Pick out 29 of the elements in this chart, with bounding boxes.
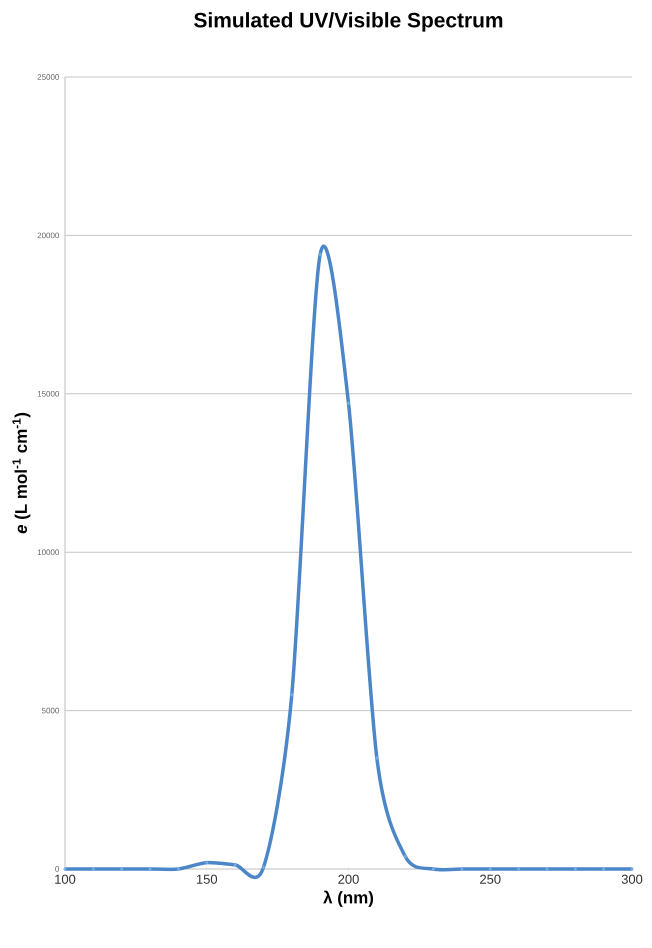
- point: [290, 692, 294, 697]
- point: [176, 866, 180, 872]
- point: [233, 862, 237, 868]
- x-tick-label: 200: [338, 874, 359, 884]
- point: [375, 756, 379, 760]
- point: [92, 866, 96, 872]
- point: [574, 866, 577, 872]
- point: [318, 252, 322, 257]
- x-tick-label: 300: [622, 874, 642, 884]
- point: [516, 866, 520, 872]
- point: [404, 854, 407, 859]
- point: [545, 866, 549, 872]
- point: [460, 866, 464, 872]
- x-axis-title: λ (nm): [323, 890, 374, 907]
- point: [262, 865, 266, 870]
- point: [205, 860, 208, 865]
- point: [120, 866, 124, 872]
- chart-title: Simulated UV/Visible Spectrum: [194, 12, 502, 32]
- y-axis-title: e (L mol$^{-1}$ cm$^{-1}$): [12, 412, 30, 534]
- x-tick-label: 100: [55, 874, 76, 884]
- point: [602, 866, 606, 872]
- x-tick-label: 250: [480, 874, 501, 884]
- point: [432, 866, 436, 872]
- point: [63, 866, 67, 872]
- x-tick-label: 150: [196, 874, 218, 884]
- point: [346, 401, 350, 406]
- point: [148, 866, 152, 872]
- point: [630, 866, 634, 872]
- point: [488, 866, 492, 872]
